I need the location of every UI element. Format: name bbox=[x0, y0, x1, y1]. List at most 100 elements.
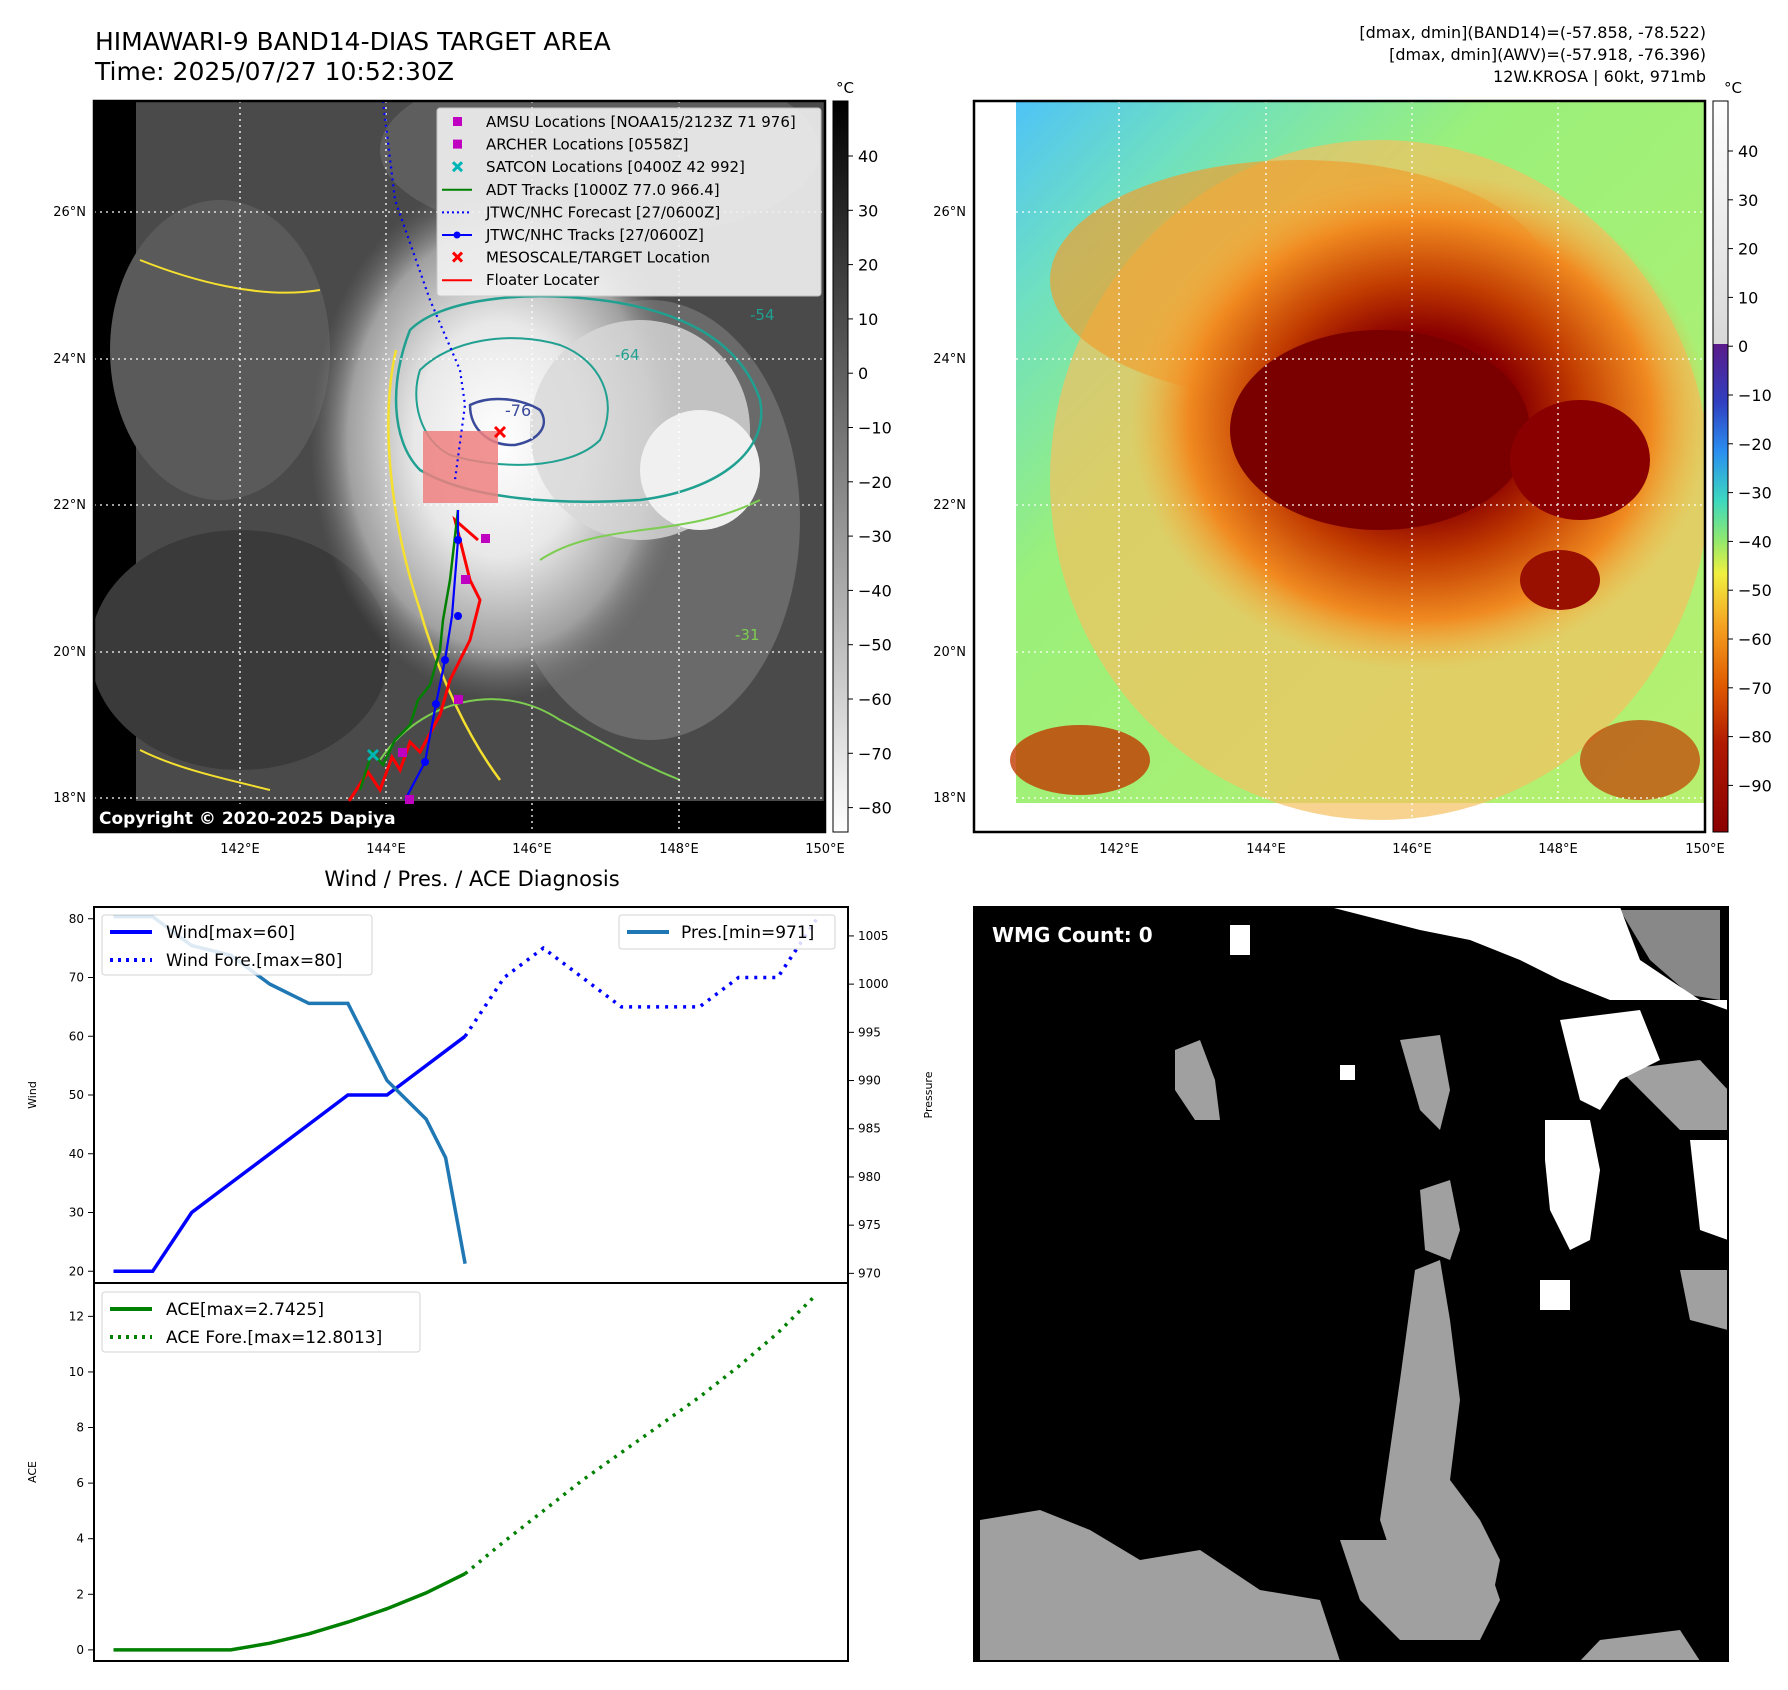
svg-text:°C: °C bbox=[1724, 79, 1742, 97]
awv-colorbar: °C 40 30 20 10 0 −10 −20 −30 −40 −50 −60 −70 −80 −90 bbox=[1712, 79, 1772, 833]
colorbar-tick-label: 0 bbox=[1738, 337, 1748, 356]
colorbar-tick-label: −30 bbox=[1738, 484, 1772, 503]
svg-text:20°N: 20°N bbox=[53, 645, 86, 660]
stats-band14: [dmax, dmin](BAND14)=(-57.858, -78.522) bbox=[1359, 23, 1706, 42]
jtwc-track-points bbox=[421, 536, 462, 766]
colorbar-tick-label: 0 bbox=[858, 364, 868, 383]
awv-x-axis: 142°E 144°E 146°E 148°E 150°E bbox=[1099, 842, 1725, 857]
svg-text:148°E: 148°E bbox=[1538, 842, 1578, 857]
contour-label-76: -76 bbox=[505, 401, 531, 420]
ace-tick-label: 2 bbox=[76, 1587, 84, 1601]
colorbar-tick-label: −20 bbox=[858, 473, 892, 492]
ir-map: -76 -64 -54 -31 bbox=[53, 79, 892, 857]
ace-tick-label: 10 bbox=[69, 1365, 84, 1379]
svg-text:24°N: 24°N bbox=[933, 352, 966, 367]
ace-axis-label: ACE bbox=[26, 1461, 39, 1483]
colorbar-tick-label: −80 bbox=[1738, 728, 1772, 747]
svg-text:22°N: 22°N bbox=[933, 498, 966, 513]
svg-text:144°E: 144°E bbox=[1246, 842, 1286, 857]
diagnosis-chart: Wind / Pres. / ACE Diagnosis Wind Pressu… bbox=[26, 867, 935, 1662]
ir-legend-label: JTWC/NHC Forecast [27/0600Z] bbox=[485, 203, 720, 221]
colorbar-tick-label: 40 bbox=[858, 147, 878, 166]
pressure-tick-label: 1000 bbox=[858, 977, 889, 991]
svg-text:150°E: 150°E bbox=[805, 842, 845, 857]
ace-ticks: 12 10 8 6 4 2 0 bbox=[69, 1309, 94, 1657]
wind-axis-label: Wind bbox=[26, 1081, 39, 1109]
legend-ace-fore: ACE Fore.[max=12.8013] bbox=[166, 1328, 382, 1348]
wind-ticks: 80 70 60 50 40 30 20 bbox=[69, 912, 94, 1278]
storm-info: 12W.KROSA | 60kt, 971mb bbox=[1493, 67, 1706, 86]
contour-31 bbox=[387, 349, 502, 781]
svg-text:26°N: 26°N bbox=[53, 205, 86, 220]
pressure-tick-label: 1005 bbox=[858, 929, 889, 943]
series-ace-max-2-7425 bbox=[113, 1572, 466, 1652]
ir-legend-label: ADT Tracks [1000Z 77.0 966.4] bbox=[486, 181, 720, 199]
wind-tick-label: 40 bbox=[69, 1147, 84, 1161]
ir-legend-entry: SATCON Locations [0400Z 42 992] bbox=[451, 158, 745, 176]
series-ace-fore-max-12-8013 bbox=[463, 1292, 818, 1576]
ace-tick-label: 8 bbox=[76, 1421, 84, 1435]
svg-text:150°E: 150°E bbox=[1685, 842, 1725, 857]
svg-text:26°N: 26°N bbox=[933, 205, 966, 220]
awv-gridlines bbox=[974, 101, 1705, 832]
colorbar-tick-label: 30 bbox=[858, 201, 878, 220]
floater-track bbox=[347, 515, 482, 802]
legend-wind-fore: Wind Fore.[max=80] bbox=[166, 951, 342, 971]
wind-legend: Wind[max=60] Wind Fore.[max=80] bbox=[101, 914, 373, 976]
colorbar-tick-label: −50 bbox=[1738, 581, 1772, 600]
awv-map: 142°E 144°E 146°E 148°E 150°E 26°N 24°N … bbox=[933, 79, 1772, 857]
colorbar-tick-label: −20 bbox=[1738, 435, 1772, 454]
wmg-count: WMG Count: 0 bbox=[992, 923, 1153, 947]
stats-awv: [dmax, dmin](AWV)=(-57.918, -76.396) bbox=[1389, 45, 1706, 64]
ace-tick-label: 6 bbox=[76, 1476, 84, 1490]
ir-x-axis: 142°E 144°E 146°E 148°E 150°E bbox=[220, 842, 845, 857]
awv-y-axis: 26°N 24°N 22°N 20°N 18°N bbox=[933, 205, 966, 806]
svg-text:148°E: 148°E bbox=[659, 842, 699, 857]
ir-legend: AMSU Locations [NOAA15/2123Z 71 976] ARCH… bbox=[436, 107, 822, 297]
contour-54 bbox=[394, 295, 763, 503]
ir-legend-entry: AMSU Locations [NOAA15/2123Z 71 976] bbox=[453, 113, 796, 131]
pressure-legend: Pres.[min=971] bbox=[618, 914, 836, 950]
ace-tick-label: 0 bbox=[76, 1643, 84, 1657]
wind-tick-label: 70 bbox=[69, 971, 84, 985]
ir-y-axis: 26°N 24°N 22°N 20°N 18°N bbox=[53, 205, 86, 806]
wind-tick-label: 50 bbox=[69, 1088, 84, 1102]
colorbar-tick-label: 10 bbox=[1738, 288, 1758, 307]
ir-legend-entry: MESOSCALE/TARGET Location bbox=[451, 249, 710, 267]
ir-legend-entry: ADT Tracks [1000Z 77.0 966.4] bbox=[442, 181, 720, 199]
colorbar-tick-label: −70 bbox=[1738, 679, 1772, 698]
legend-pressure: Pres.[min=971] bbox=[681, 923, 814, 943]
ir-legend-entry: Floater Locater bbox=[442, 271, 600, 289]
ir-legend-entry: ARCHER Locations [0558Z] bbox=[453, 136, 689, 154]
svg-text:18°N: 18°N bbox=[53, 791, 86, 806]
svg-text:144°E: 144°E bbox=[366, 842, 406, 857]
colorbar-tick-label: −60 bbox=[858, 690, 892, 709]
ir-legend-label: AMSU Locations [NOAA15/2123Z 71 976] bbox=[486, 113, 796, 131]
series-wind-fore-max-80 bbox=[463, 917, 819, 1038]
colorbar-tick-label: 10 bbox=[858, 310, 878, 329]
colorbar-tick-label: −80 bbox=[858, 799, 892, 818]
wmg-gray-regions bbox=[980, 1035, 1728, 1661]
ir-colorbar: °C 40 30 20 10 0 −10 −20 −30 −40 −50 −60 −70 −80 bbox=[832, 79, 892, 833]
ir-legend-label: Floater Locater bbox=[486, 271, 600, 289]
svg-text:142°E: 142°E bbox=[1099, 842, 1139, 857]
svg-text:142°E: 142°E bbox=[220, 842, 260, 857]
figure-title: HIMAWARI-9 BAND14-DIAS TARGET AREA bbox=[95, 27, 611, 56]
colorbar-tick-label: −90 bbox=[1738, 776, 1772, 795]
svg-text:24°N: 24°N bbox=[53, 352, 86, 367]
colorbar-tick-label: −50 bbox=[858, 636, 892, 655]
ace-tick-label: 4 bbox=[76, 1532, 84, 1546]
legend-wind: Wind[max=60] bbox=[166, 923, 295, 943]
pressure-tick-label: 990 bbox=[858, 1074, 881, 1088]
ace-legend: ACE[max=2.7425] ACE Fore.[max=12.8013] bbox=[101, 1291, 421, 1353]
svg-text:°C: °C bbox=[836, 79, 854, 97]
ir-legend-label: MESOSCALE/TARGET Location bbox=[486, 249, 710, 267]
pressure-ticks: 1005 1000 995 990 985 980 975 970 bbox=[848, 929, 889, 1280]
colorbar-tick-label: −70 bbox=[858, 744, 892, 763]
pressure-axis-label: Pressure bbox=[922, 1071, 935, 1118]
ir-legend-label: SATCON Locations [0400Z 42 992] bbox=[486, 158, 745, 176]
wmg-panel: WMG Count: 0 bbox=[973, 906, 1729, 1662]
diagnosis-title: Wind / Pres. / ACE Diagnosis bbox=[324, 867, 619, 891]
copyright: Copyright © 2020-2025 Dapiya bbox=[99, 809, 396, 829]
wind-tick-label: 60 bbox=[69, 1029, 84, 1043]
